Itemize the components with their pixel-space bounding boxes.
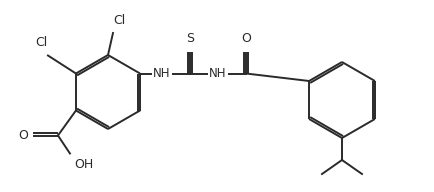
Text: S: S (186, 31, 194, 45)
Text: OH: OH (74, 159, 93, 171)
Text: O: O (18, 129, 28, 142)
Text: O: O (241, 31, 251, 45)
Text: Cl: Cl (35, 36, 47, 50)
Text: NH: NH (209, 67, 227, 80)
Text: Cl: Cl (113, 14, 125, 27)
Text: NH: NH (153, 67, 171, 80)
